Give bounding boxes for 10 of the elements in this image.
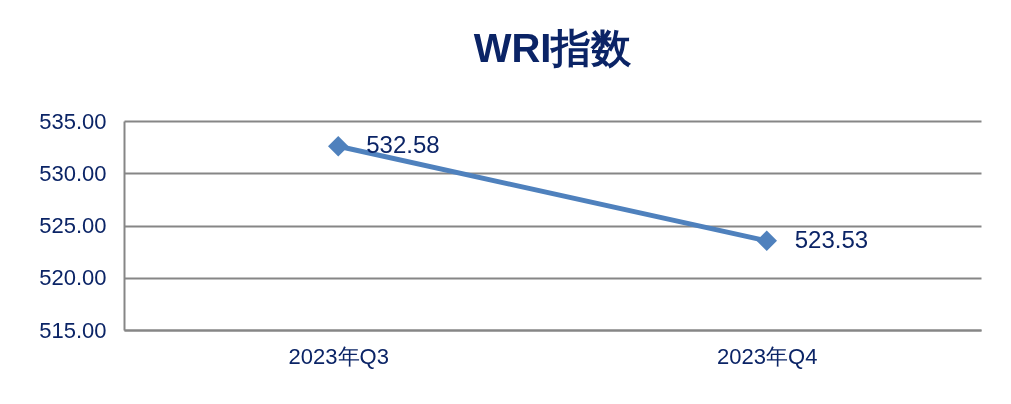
y-tick-label: 520.00 bbox=[39, 265, 107, 291]
data-label: 523.53 bbox=[794, 225, 869, 253]
y-tick-label: 535.00 bbox=[39, 108, 107, 134]
data-label: 532.58 bbox=[366, 131, 440, 159]
y-tick-label: 525.00 bbox=[39, 213, 107, 238]
y-tick-label: 530.00 bbox=[39, 160, 107, 186]
x-tick-label: 2023年Q3 bbox=[288, 343, 389, 369]
chart-title: WRI指数 bbox=[473, 26, 633, 70]
x-tick-label: 2023年Q4 bbox=[717, 343, 818, 369]
y-tick-label: 515.00 bbox=[39, 317, 107, 343]
